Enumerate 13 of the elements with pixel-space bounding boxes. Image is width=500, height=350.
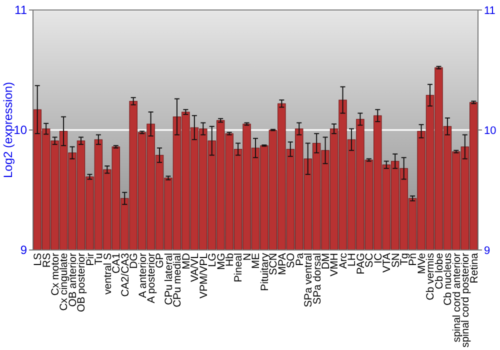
x-tick-label: Tg [398,252,411,266]
y-tick-label: 10 [14,123,28,138]
x-tick-label: OB posterior [76,252,88,312]
x-tick-label: Arc [337,253,350,269]
y-tick-label: 9 [20,243,28,258]
y2-tick-label: 10 [484,124,496,137]
x-tick-label: DG [128,253,140,269]
x-tick-label: RS [40,253,53,268]
y-axis-title: Log2 (expression) [1,82,15,178]
x-tick-label: A posterior [145,252,158,304]
y-tick-label: 11 [14,3,28,18]
y2-tick-label: 11 [484,4,496,17]
y2-tick-label: 9 [484,244,490,257]
